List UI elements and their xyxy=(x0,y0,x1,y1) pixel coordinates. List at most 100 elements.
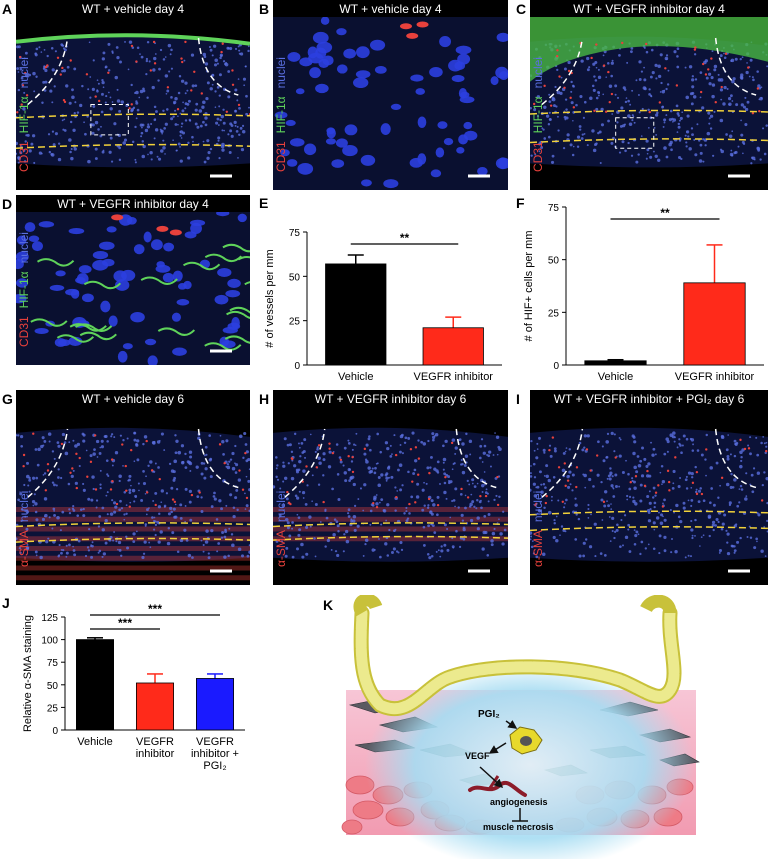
nucleus xyxy=(53,513,56,517)
nucleus xyxy=(633,465,637,470)
nucleus xyxy=(203,160,207,164)
nucleus xyxy=(420,440,424,444)
cd31-signal xyxy=(166,86,170,89)
nucleus xyxy=(62,44,65,47)
nucleus xyxy=(666,450,669,453)
nucleus xyxy=(674,550,678,554)
nucleus xyxy=(630,154,634,157)
nucleus xyxy=(225,289,241,298)
nucleus xyxy=(607,504,611,508)
nucleus xyxy=(198,109,203,113)
nucleus xyxy=(570,90,573,93)
bar xyxy=(325,263,387,366)
nucleus xyxy=(670,551,673,554)
nucleus xyxy=(677,114,680,117)
nucleus xyxy=(184,487,188,491)
nucleus xyxy=(484,483,486,486)
nucleus xyxy=(556,90,561,95)
nucleus xyxy=(159,128,162,131)
nucleus xyxy=(36,463,40,467)
nucleus xyxy=(143,540,147,544)
nucleus xyxy=(111,50,114,53)
nucleus xyxy=(136,439,140,443)
nucleus xyxy=(553,519,556,522)
panel-letter: G xyxy=(2,391,13,407)
nucleus xyxy=(557,499,560,502)
nucleus xyxy=(594,61,598,65)
nucleus xyxy=(719,484,722,487)
cd31-signal xyxy=(130,448,133,452)
nucleus xyxy=(110,435,113,438)
nucleus xyxy=(135,90,139,95)
nucleus xyxy=(739,536,742,540)
nucleus xyxy=(746,100,750,104)
nucleus xyxy=(151,85,155,90)
nucleus xyxy=(53,509,56,512)
panel-title: WT + vehicle day 4 xyxy=(82,2,184,16)
nucleus xyxy=(355,432,358,435)
nucleus xyxy=(673,50,677,54)
nucleus xyxy=(656,111,659,115)
nucleus xyxy=(122,343,133,350)
nucleus xyxy=(207,556,211,560)
nucleus xyxy=(352,482,356,487)
nucleus xyxy=(316,446,319,449)
nucleus xyxy=(296,547,299,551)
nucleus xyxy=(248,544,250,547)
nucleus xyxy=(115,540,118,543)
nucleus xyxy=(68,101,72,105)
nucleus xyxy=(133,500,136,503)
nucleus xyxy=(627,114,631,118)
nucleus xyxy=(375,494,378,496)
nucleus xyxy=(68,441,71,444)
title-bar xyxy=(16,195,250,212)
nucleus xyxy=(363,452,367,456)
nucleus xyxy=(298,442,300,445)
nucleus xyxy=(492,454,495,456)
cd31-signal xyxy=(532,102,536,106)
nucleus xyxy=(218,157,221,160)
nucleus xyxy=(401,452,404,455)
muscle-band xyxy=(16,526,250,532)
nucleus xyxy=(174,123,178,126)
nucleus xyxy=(149,460,153,464)
nucleus xyxy=(388,476,391,479)
nucleus xyxy=(106,473,109,476)
nucleus xyxy=(432,435,436,440)
nucleus xyxy=(588,477,592,482)
nucleus xyxy=(625,459,627,462)
nucleus xyxy=(70,289,80,299)
nucleus xyxy=(386,466,391,470)
nucleus xyxy=(458,438,462,441)
nucleus xyxy=(86,115,89,118)
nucleus xyxy=(735,523,738,526)
nucleus xyxy=(439,483,441,485)
nucleus xyxy=(543,105,547,110)
nucleus xyxy=(653,528,656,531)
nucleus xyxy=(618,151,622,154)
nucleus xyxy=(58,142,61,145)
nucleus xyxy=(430,554,434,558)
nucleus xyxy=(426,506,430,509)
nucleus xyxy=(679,116,683,120)
channel-label: nuclei xyxy=(531,57,545,88)
nucleus xyxy=(590,513,592,516)
nucleus xyxy=(143,435,148,439)
nucleus xyxy=(757,513,761,517)
nucleus xyxy=(145,57,149,61)
nucleus xyxy=(680,451,683,455)
nucleus xyxy=(535,486,538,489)
nucleus xyxy=(164,122,168,126)
nucleus xyxy=(154,53,157,55)
nucleus xyxy=(184,119,188,122)
nucleus xyxy=(581,133,584,136)
nucleus xyxy=(188,489,193,494)
nucleus xyxy=(619,438,622,441)
nucleus xyxy=(188,450,193,454)
nucleus xyxy=(403,512,406,515)
nucleus xyxy=(180,444,185,448)
nucleus xyxy=(711,83,716,87)
nucleus xyxy=(666,83,670,86)
nucleus xyxy=(440,545,443,548)
nucleus xyxy=(600,107,604,112)
